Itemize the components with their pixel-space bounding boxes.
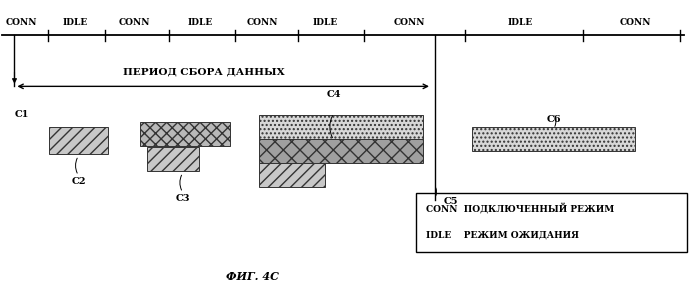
- Bar: [49, 128, 108, 154]
- Text: CONN: CONN: [619, 18, 651, 27]
- Text: CONN: CONN: [118, 18, 150, 27]
- Bar: [259, 115, 423, 139]
- Text: C2: C2: [71, 177, 86, 186]
- Text: IDLE: IDLE: [313, 18, 338, 27]
- Text: ФИГ. 4C: ФИГ. 4C: [226, 271, 279, 282]
- Bar: [140, 122, 230, 146]
- Bar: [147, 147, 199, 171]
- Text: C4: C4: [326, 90, 341, 99]
- Text: C1: C1: [15, 110, 29, 120]
- Text: IDLE: IDLE: [187, 18, 213, 27]
- Bar: [259, 139, 423, 163]
- Text: IDLE: IDLE: [507, 18, 533, 27]
- Text: C5: C5: [444, 197, 459, 206]
- Bar: [259, 163, 326, 187]
- Text: CONN  ПОДКЛЮЧЕННЫЙ РЕЖИМ: CONN ПОДКЛЮЧЕННЫЙ РЕЖИМ: [426, 204, 614, 215]
- Text: C6: C6: [547, 115, 561, 124]
- Text: CONN: CONN: [393, 18, 425, 27]
- Text: C3: C3: [175, 194, 190, 203]
- Text: CONN: CONN: [6, 18, 37, 27]
- Text: CONN: CONN: [247, 18, 279, 27]
- Text: ПЕРИОД СБОРА ДАННЫХ: ПЕРИОД СБОРА ДАННЫХ: [123, 67, 284, 76]
- Bar: [472, 128, 635, 152]
- Bar: [416, 192, 687, 252]
- Text: IDLE: IDLE: [62, 18, 87, 27]
- Text: IDLE    РЕЖИМ ОЖИДАНИЯ: IDLE РЕЖИМ ОЖИДАНИЯ: [426, 231, 579, 240]
